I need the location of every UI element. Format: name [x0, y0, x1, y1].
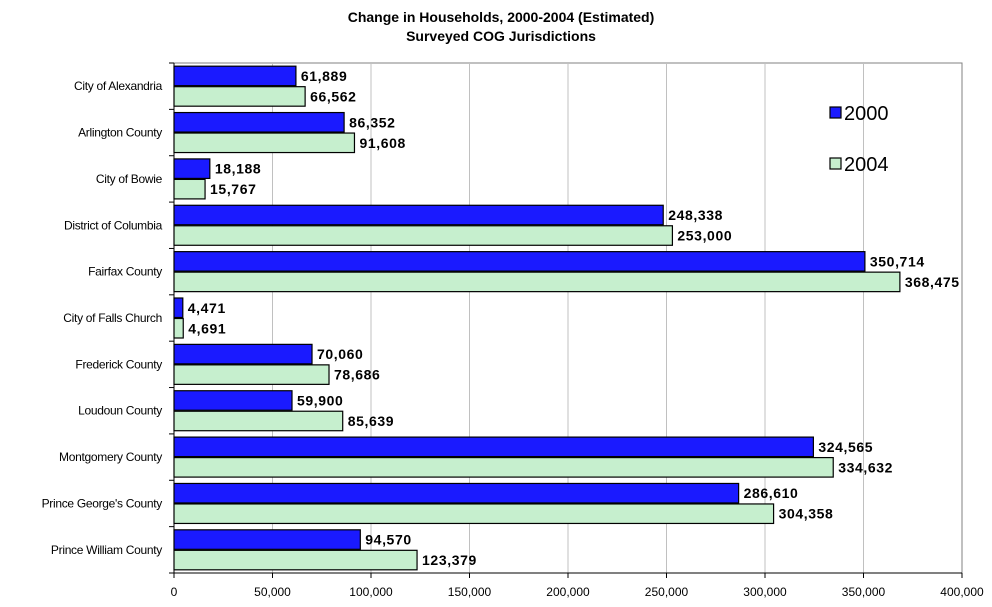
legend-item-2000: 2000	[829, 103, 889, 125]
bar-2000	[173, 111, 345, 133]
bar-2004	[173, 225, 674, 246]
category-label: Prince William County	[51, 543, 162, 557]
data-label-2000: 18,188	[215, 161, 261, 177]
x-tick-label: 200,000	[546, 585, 590, 599]
legend-label-2000: 2000	[844, 103, 889, 125]
data-label-2004: 78,686	[334, 367, 380, 383]
legend-swatch-2004	[829, 157, 842, 170]
x-tick-label: 300,000	[743, 585, 787, 599]
bar-2000	[173, 297, 184, 319]
data-label-2000: 86,352	[349, 114, 395, 130]
data-label-2004: 15,767	[210, 181, 256, 197]
legend-label-2004: 2004	[844, 154, 889, 176]
data-label-2004: 123,379	[422, 552, 477, 568]
category-label: City of Falls Church	[63, 311, 162, 325]
data-label-2004: 91,608	[359, 135, 405, 151]
data-label-2000: 286,610	[744, 485, 799, 501]
bar-2000	[173, 436, 814, 458]
legend: 2000 2004	[829, 103, 889, 176]
bars	[173, 65, 901, 571]
bar-2004	[173, 271, 901, 293]
x-tick-label: 150,000	[448, 585, 492, 599]
category-label: Loudoun County	[78, 404, 162, 418]
bar-2004	[173, 549, 418, 571]
bar-2004	[173, 86, 306, 107]
bar-2000	[173, 251, 866, 272]
data-label-2000: 61,889	[301, 68, 347, 84]
bar-2000	[173, 204, 664, 226]
data-label-2004: 85,639	[348, 413, 394, 429]
data-label-2000: 59,900	[297, 392, 343, 408]
bar-2004	[173, 456, 834, 478]
bar-2000	[173, 529, 361, 550]
bar-2004	[173, 503, 775, 525]
bar-2000	[173, 482, 740, 504]
data-label-2000: 248,338	[668, 207, 723, 223]
data-label-2004: 4,691	[188, 320, 226, 336]
data-label-2000: 350,714	[870, 253, 925, 269]
data-label-2004: 66,562	[310, 88, 356, 104]
category-label: Frederick County	[75, 357, 162, 371]
data-label-2000: 94,570	[365, 532, 411, 548]
bar-2004	[173, 178, 206, 200]
data-label-2000: 4,471	[188, 300, 226, 316]
bar-2004	[173, 132, 356, 154]
x-tick-label: 50,000	[254, 585, 291, 599]
bar-2004	[173, 364, 330, 385]
chart-subtitle: Surveyed COG Jurisdictions	[406, 28, 596, 44]
x-tick-label: 250,000	[645, 585, 689, 599]
bar-2000	[173, 390, 293, 411]
bar-2000	[173, 158, 211, 180]
data-label-2004: 253,000	[677, 228, 732, 244]
bar-2000	[173, 65, 297, 87]
category-label: Montgomery County	[59, 450, 162, 464]
x-axis-ticks: 0 50,000 100,000 150,000 200,000 250,000 300,0…	[171, 573, 984, 599]
data-label-2000: 324,565	[818, 439, 873, 455]
data-label-2000: 70,060	[317, 346, 363, 362]
category-label: District of Columbia	[64, 218, 163, 232]
bar-2004	[173, 410, 344, 432]
bar-2000	[173, 343, 313, 365]
x-tick-label: 100,000	[349, 585, 393, 599]
data-label-2004: 304,358	[779, 506, 834, 522]
category-label: Prince George's County	[42, 496, 163, 510]
x-tick-label: 400,000	[940, 585, 984, 599]
category-label: City of Bowie	[96, 172, 163, 186]
legend-swatch-2000	[829, 106, 842, 119]
category-label: Arlington County	[78, 126, 162, 140]
bar-2004	[173, 317, 184, 339]
data-labels: 61,889 66,562 86,352 91,608 18,188 15,767 248,…	[188, 68, 960, 568]
data-label-2004: 368,475	[905, 274, 960, 290]
category-label: City of Alexandria	[74, 79, 163, 93]
category-label: Fairfax County	[88, 265, 162, 279]
x-tick-label: 0	[171, 585, 178, 599]
legend-item-2004: 2004	[829, 154, 889, 176]
category-labels: City of Alexandria Arlington County City o…	[42, 62, 174, 574]
data-label-2004: 334,632	[838, 459, 893, 475]
x-tick-label: 350,000	[842, 585, 886, 599]
chart-title: Change in Households, 2000-2004 (Estimat…	[348, 9, 655, 25]
